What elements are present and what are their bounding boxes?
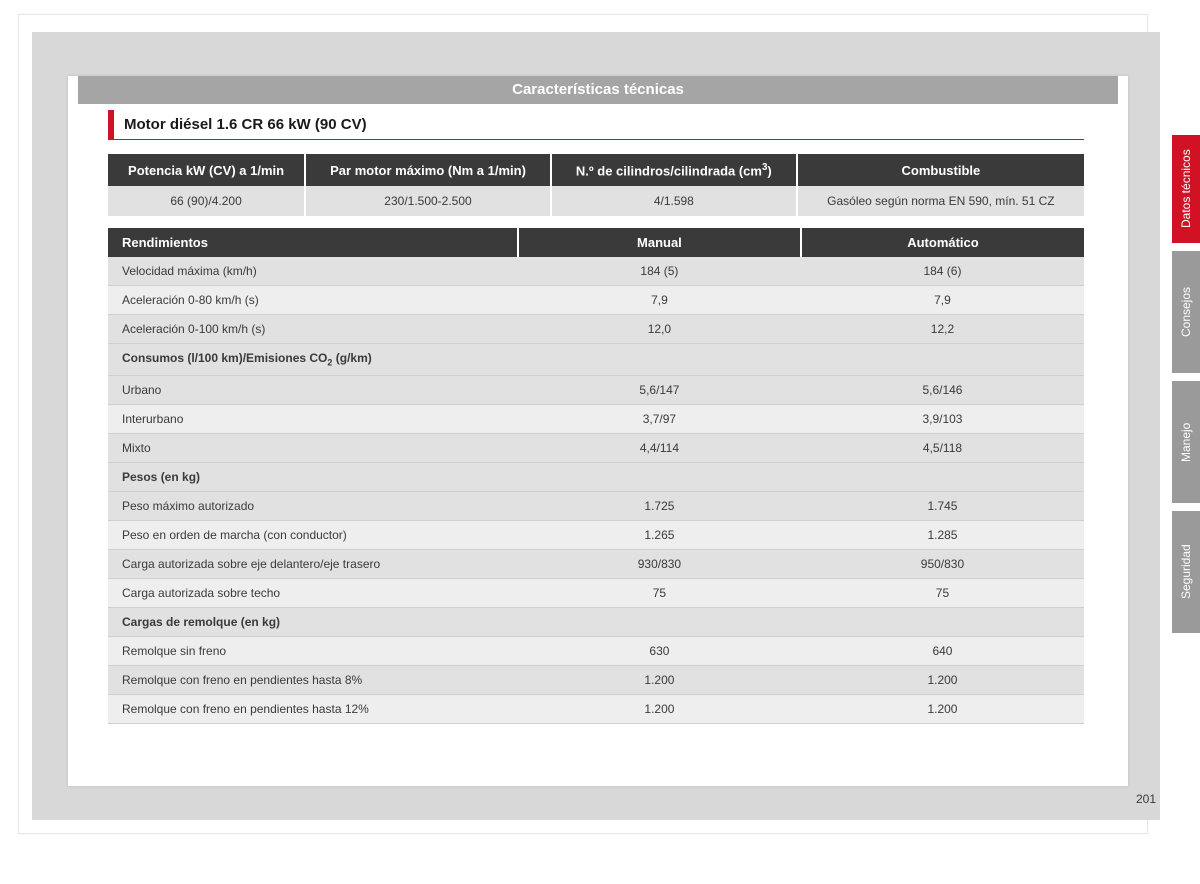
row-label: Aceleración 0-100 km/h (s) — [108, 315, 518, 344]
row-label: Carga autorizada sobre eje delantero/eje… — [108, 549, 518, 578]
row-manual: 3,7/97 — [518, 404, 801, 433]
row-auto: 1.200 — [801, 665, 1084, 694]
section-title: Motor diésel 1.6 CR 66 kW (90 CV) — [124, 110, 367, 139]
table-row: Remolque con freno en pendientes hasta 8… — [108, 665, 1084, 694]
row-auto: 1.285 — [801, 520, 1084, 549]
table-row: Carga autorizada sobre eje delantero/eje… — [108, 549, 1084, 578]
table-row: Consumos (l/100 km)/Emisiones CO2 (g/km) — [108, 344, 1084, 375]
section-title-row: Motor diésel 1.6 CR 66 kW (90 CV) — [108, 110, 1084, 140]
row-label: Interurbano — [108, 404, 518, 433]
row-auto: 5,6/146 — [801, 375, 1084, 404]
row-auto: 1.200 — [801, 694, 1084, 723]
row-manual: 12,0 — [518, 315, 801, 344]
row-label: Peso máximo autorizado — [108, 491, 518, 520]
row-auto: 12,2 — [801, 315, 1084, 344]
table-row: Urbano5,6/1475,6/146 — [108, 375, 1084, 404]
content-area: Motor diésel 1.6 CR 66 kW (90 CV) Potenc… — [108, 110, 1084, 724]
row-manual: 1.200 — [518, 665, 801, 694]
section-label: Pesos (en kg) — [108, 462, 1084, 491]
spec-value-2: 4/1.598 — [551, 186, 797, 216]
spec-header-2: N.º de cilindros/cilindrada (cm3) — [551, 154, 797, 186]
spec-table: Potencia kW (CV) a 1/minPar motor máximo… — [108, 154, 1084, 216]
section-label: Cargas de remolque (en kg) — [108, 607, 1084, 636]
side-tab-consejos[interactable]: Consejos — [1172, 251, 1200, 373]
row-auto: 950/830 — [801, 549, 1084, 578]
row-manual: 184 (5) — [518, 257, 801, 286]
row-auto: 640 — [801, 636, 1084, 665]
spec-value-1: 230/1.500-2.500 — [305, 186, 551, 216]
spec-header-0: Potencia kW (CV) a 1/min — [108, 154, 305, 186]
table-row: Cargas de remolque (en kg) — [108, 607, 1084, 636]
row-label: Peso en orden de marcha (con conductor) — [108, 520, 518, 549]
row-label: Urbano — [108, 375, 518, 404]
row-auto: 75 — [801, 578, 1084, 607]
row-label: Mixto — [108, 433, 518, 462]
row-label: Remolque con freno en pendientes hasta 8… — [108, 665, 518, 694]
spec-header-3: Combustible — [797, 154, 1084, 186]
table-row: Peso máximo autorizado1.7251.745 — [108, 491, 1084, 520]
accent-bar — [108, 110, 114, 139]
page-header: Características técnicas — [78, 76, 1118, 104]
row-manual: 5,6/147 — [518, 375, 801, 404]
side-tab-manejo[interactable]: Manejo — [1172, 381, 1200, 503]
table-row: Mixto4,4/1144,5/118 — [108, 433, 1084, 462]
row-manual: 1.725 — [518, 491, 801, 520]
row-manual: 75 — [518, 578, 801, 607]
table-row: Aceleración 0-100 km/h (s)12,012,2 — [108, 315, 1084, 344]
row-label: Remolque sin freno — [108, 636, 518, 665]
row-label: Carga autorizada sobre techo — [108, 578, 518, 607]
table-row: Interurbano3,7/973,9/103 — [108, 404, 1084, 433]
row-label: Remolque con freno en pendientes hasta 1… — [108, 694, 518, 723]
row-manual: 1.200 — [518, 694, 801, 723]
page-number: 201 — [1136, 792, 1156, 806]
row-label: Velocidad máxima (km/h) — [108, 257, 518, 286]
table-row: Remolque con freno en pendientes hasta 1… — [108, 694, 1084, 723]
row-auto: 1.745 — [801, 491, 1084, 520]
table-row: Peso en orden de marcha (con conductor)1… — [108, 520, 1084, 549]
row-manual: 4,4/114 — [518, 433, 801, 462]
row-auto: 4,5/118 — [801, 433, 1084, 462]
table-row: Carga autorizada sobre techo7575 — [108, 578, 1084, 607]
row-manual: 1.265 — [518, 520, 801, 549]
row-label: Aceleración 0-80 km/h (s) — [108, 286, 518, 315]
spec-value-3: Gasóleo según norma EN 590, mín. 51 CZ — [797, 186, 1084, 216]
section-label: Consumos (l/100 km)/Emisiones CO2 (g/km) — [108, 344, 1084, 375]
spec-value-0: 66 (90)/4.200 — [108, 186, 305, 216]
row-manual: 7,9 — [518, 286, 801, 315]
table-row: Remolque sin freno630640 — [108, 636, 1084, 665]
side-tab-datos-técnicos[interactable]: Datos técnicos — [1172, 135, 1200, 243]
table-row: Pesos (en kg) — [108, 462, 1084, 491]
side-tab-seguridad[interactable]: Seguridad — [1172, 511, 1200, 633]
performance-table: Rendimientos Manual Automático Velocidad… — [108, 228, 1084, 723]
table-row: Velocidad máxima (km/h)184 (5)184 (6) — [108, 257, 1084, 286]
perf-header-manual: Manual — [518, 228, 801, 257]
row-auto: 184 (6) — [801, 257, 1084, 286]
perf-header-auto: Automático — [801, 228, 1084, 257]
side-tabs: Datos técnicos Consejos Manejo Seguridad — [1172, 135, 1200, 641]
table-row: Aceleración 0-80 km/h (s)7,97,9 — [108, 286, 1084, 315]
row-auto: 7,9 — [801, 286, 1084, 315]
row-manual: 930/830 — [518, 549, 801, 578]
perf-header-label: Rendimientos — [108, 228, 518, 257]
row-manual: 630 — [518, 636, 801, 665]
spec-header-1: Par motor máximo (Nm a 1/min) — [305, 154, 551, 186]
row-auto: 3,9/103 — [801, 404, 1084, 433]
